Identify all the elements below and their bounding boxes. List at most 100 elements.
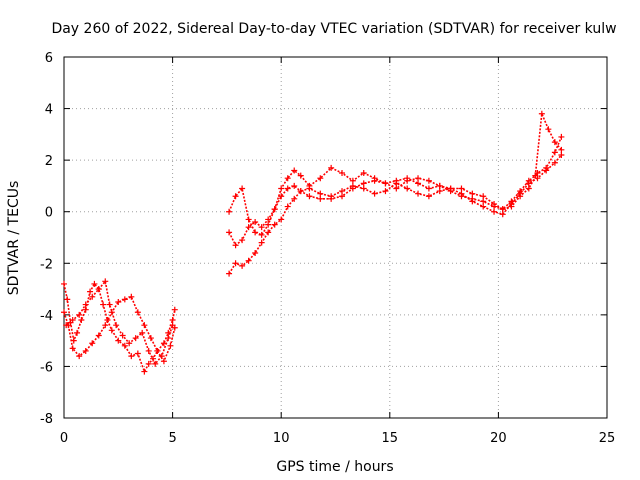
data-point xyxy=(61,309,67,316)
data-point xyxy=(265,221,272,228)
data-point xyxy=(291,182,298,189)
data-point xyxy=(499,206,506,213)
data-point xyxy=(371,190,378,197)
data-point xyxy=(447,188,454,195)
data-point xyxy=(69,317,76,324)
data-point xyxy=(232,193,239,200)
y-axis-label: SDTVAR / TECUs xyxy=(6,181,22,296)
data-point xyxy=(64,296,71,303)
data-point xyxy=(306,182,313,189)
data-point xyxy=(258,224,265,231)
data-point xyxy=(317,195,324,202)
data-point xyxy=(339,170,346,177)
plot-frame xyxy=(63,56,608,419)
data-point xyxy=(297,188,304,195)
data-point xyxy=(328,164,335,171)
data-point xyxy=(245,257,252,264)
data-point xyxy=(102,278,109,285)
data-point xyxy=(141,322,148,329)
data-point xyxy=(91,280,98,287)
data-point xyxy=(558,133,565,140)
series-track-2 xyxy=(61,293,178,365)
data-point xyxy=(425,193,432,200)
data-point xyxy=(393,185,400,192)
data-point xyxy=(100,301,107,308)
x-tick-label: 25 xyxy=(599,431,616,446)
y-tick-label: 2 xyxy=(45,154,53,169)
series-track-4 xyxy=(226,151,565,277)
data-point xyxy=(404,185,411,192)
data-point xyxy=(158,353,165,360)
data-point xyxy=(89,340,96,347)
data-point xyxy=(106,301,113,308)
data-point xyxy=(76,353,83,360)
data-point xyxy=(121,342,128,349)
data-point xyxy=(278,185,285,192)
data-point xyxy=(517,193,524,200)
data-point xyxy=(271,221,278,228)
data-point xyxy=(128,353,135,360)
data-point xyxy=(271,206,278,213)
data-point xyxy=(491,208,498,215)
data-point xyxy=(252,229,259,236)
data-point xyxy=(551,139,558,146)
data-point xyxy=(145,347,152,354)
data-point xyxy=(252,249,259,256)
data-point xyxy=(128,293,135,300)
series-track xyxy=(228,136,563,247)
data-point xyxy=(239,262,246,269)
data-point xyxy=(480,203,487,210)
data-point xyxy=(76,311,83,318)
data-point xyxy=(132,335,139,342)
data-point xyxy=(284,175,291,182)
x-tick-label: 15 xyxy=(382,431,399,446)
data-point xyxy=(291,167,298,174)
data-point xyxy=(415,175,422,182)
data-point xyxy=(371,175,378,182)
data-point xyxy=(169,317,176,324)
y-tick-label: 0 xyxy=(45,206,53,221)
data-point xyxy=(265,229,272,236)
data-point xyxy=(538,110,545,117)
data-point xyxy=(436,182,443,189)
data-point xyxy=(134,350,141,357)
y-tick-label: -8 xyxy=(40,412,53,427)
series-track-5 xyxy=(226,133,565,249)
data-point xyxy=(152,360,159,367)
data-point xyxy=(63,322,70,329)
data-point xyxy=(508,203,515,210)
data-point xyxy=(339,193,346,200)
data-point xyxy=(360,170,367,177)
data-point xyxy=(525,185,532,192)
data-point xyxy=(82,301,89,308)
data-point xyxy=(317,190,324,197)
x-tick-label: 5 xyxy=(168,431,176,446)
data-point xyxy=(265,216,272,223)
data-point xyxy=(415,180,422,187)
data-point xyxy=(360,185,367,192)
series-track xyxy=(228,110,563,236)
data-point xyxy=(147,335,154,342)
series-track xyxy=(228,154,563,275)
data-point xyxy=(82,306,89,313)
y-tick-label: 6 xyxy=(45,51,53,66)
data-point xyxy=(115,298,122,305)
x-tick-label: 20 xyxy=(490,431,507,446)
data-point xyxy=(95,286,102,293)
data-point xyxy=(436,188,443,195)
data-point xyxy=(284,185,291,192)
data-point xyxy=(226,208,233,215)
data-point xyxy=(317,175,324,182)
data-point xyxy=(232,260,239,267)
data-point xyxy=(339,188,346,195)
grid-lines xyxy=(64,57,607,418)
data-point xyxy=(226,270,233,277)
data-point xyxy=(232,242,239,249)
data-point xyxy=(95,332,102,339)
series-track xyxy=(65,279,174,366)
data-point xyxy=(415,190,422,197)
data-point xyxy=(226,229,233,236)
data-point xyxy=(252,219,259,226)
data-point xyxy=(297,172,304,179)
